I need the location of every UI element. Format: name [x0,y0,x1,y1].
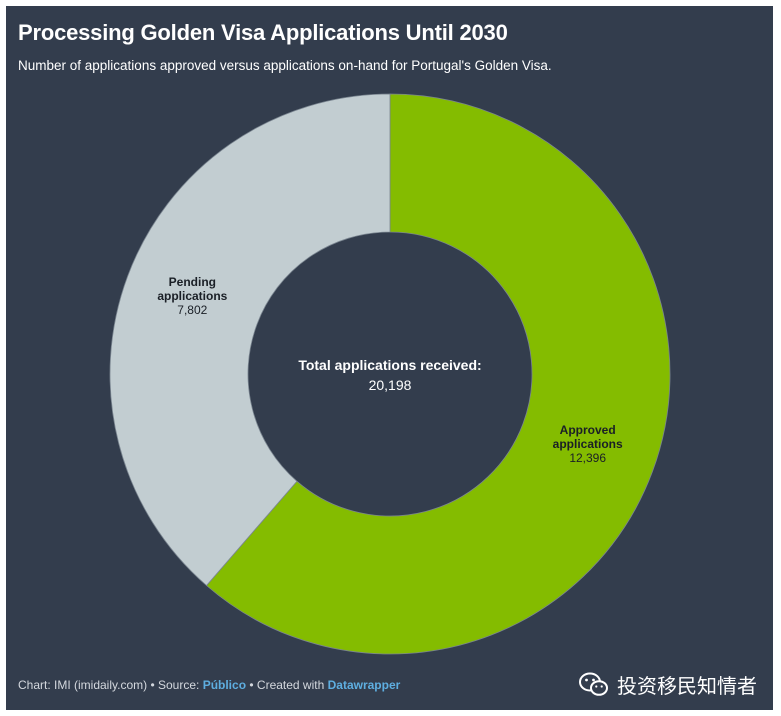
center-value: 20,198 [369,377,412,393]
slice-label-text: Pending [169,275,216,289]
slice-label-text: applications [157,289,227,303]
watermark-text: 投资移民知情者 [617,674,757,698]
source-link[interactable]: Público [202,678,247,692]
donut-slice-approved [205,93,671,655]
datawrapper-link[interactable]: Datawrapper [327,678,401,692]
chart-frame: Processing Golden Visa Applications Unti… [6,6,773,710]
donut-slice-pending [109,93,391,587]
footer-credit: Chart: IMI (imidaily.com) • Source: [18,678,203,692]
slice-label-text: Approved [560,423,616,437]
center-label: Total applications received: [298,357,481,373]
chart-title: Processing Golden Visa Applications Unti… [18,20,508,45]
watermark: 投资移民知情者 [579,670,757,699]
slice-value: 7,802 [177,303,207,317]
donut-chart: Approvedapplications12,396Pendingapplica… [109,93,671,655]
slice-label-text: applications [553,437,623,451]
slice-value: 12,396 [569,451,606,465]
chart-subtitle: Number of applications approved versus a… [18,58,552,73]
footer-created-with: • Created with [246,678,328,692]
chart-footer: Chart: IMI (imidaily.com) • Source: Públ… [18,678,400,692]
wechat-icon [579,672,608,696]
